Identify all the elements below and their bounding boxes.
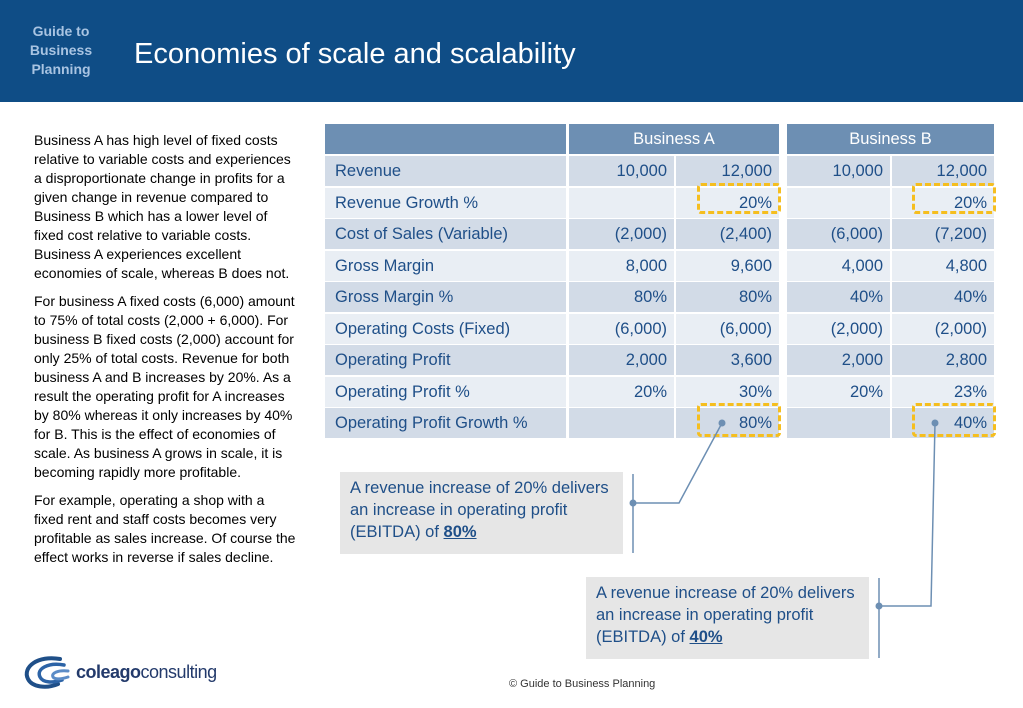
table-cell: 30%: [676, 377, 779, 407]
table-cell: [787, 188, 890, 218]
table-cell: 23%: [892, 377, 994, 407]
highlight-op-profit-growth-b: [912, 403, 996, 437]
logo-text-bold: coleago: [76, 662, 141, 682]
callout-business-a: A revenue increase of 20% delivers an in…: [340, 472, 623, 554]
table-cell: 2,000: [787, 345, 890, 375]
table-cell: 20%: [787, 377, 890, 407]
table-cell: 40%: [892, 282, 994, 312]
connector-line-b: [879, 422, 936, 607]
highlight-op-profit-growth-a: [697, 403, 781, 437]
table-cell: 12,000: [892, 156, 994, 186]
row-label: Cost of Sales (Variable): [325, 219, 566, 249]
connector-dot-b: [931, 419, 939, 427]
intro-text: Business A has high level of fixed costs…: [34, 131, 296, 576]
table-cell: 10,000: [569, 156, 674, 186]
row-label: Operating Profit Growth %: [325, 408, 566, 438]
table-cell: 8,000: [569, 251, 674, 281]
guide-label: Guide to Business Planning: [29, 23, 93, 77]
table-cell: 9,600: [676, 251, 779, 281]
row-label: Revenue Growth %: [325, 188, 566, 218]
callout-value: 80%: [443, 523, 477, 541]
connector-dot-b-end: [875, 602, 883, 610]
connector-line-a: [633, 422, 723, 504]
row-label: Operating Profit: [325, 345, 566, 375]
table-cell: (2,000): [569, 219, 674, 249]
table-cell: (6,000): [569, 314, 674, 344]
logo-swoosh-icon: [24, 656, 70, 689]
callout-text: A revenue increase of 20% delivers an in…: [350, 479, 609, 541]
coleago-logo: coleagoconsulting: [20, 653, 220, 693]
intro-paragraph: For example, operating a shop with a fix…: [34, 492, 296, 565]
highlight-revenue-growth-a: [697, 183, 781, 214]
intro-paragraph: For business A fixed costs (6,000) amoun…: [34, 293, 295, 480]
callout-value: 40%: [689, 628, 723, 646]
table-cell: 10,000: [787, 156, 890, 186]
intro-paragraph: Business A has high level of fixed costs…: [34, 132, 291, 281]
page-title: Economies of scale and scalability: [134, 38, 576, 70]
table-cell: [569, 188, 674, 218]
table-cell: (2,000): [892, 314, 994, 344]
table-cell: (2,400): [676, 219, 779, 249]
footer-copyright: © Guide to Business Planning: [509, 678, 656, 690]
table-cell: 80%: [676, 282, 779, 312]
table-cell: 40%: [787, 282, 890, 312]
table-cell: 3,600: [676, 345, 779, 375]
row-label: Operating Costs (Fixed): [325, 314, 566, 344]
table-cell: [569, 408, 674, 438]
table-cell: (6,000): [676, 314, 779, 344]
row-label: Gross Margin: [325, 251, 566, 281]
row-label: Revenue: [325, 156, 566, 186]
table-cell: 12,000: [676, 156, 779, 186]
table-cell: 4,000: [787, 251, 890, 281]
table-cell: 40%: [892, 408, 994, 438]
connector-dot-a: [718, 419, 726, 427]
table-cell: (7,200): [892, 219, 994, 249]
logo-text-normal: consulting: [140, 662, 218, 682]
table-cell: [787, 408, 890, 438]
callout-text: A revenue increase of 20% delivers an in…: [596, 584, 855, 646]
table-cell: 4,800: [892, 251, 994, 281]
table-cell: 20%: [569, 377, 674, 407]
table-cell: (2,000): [787, 314, 890, 344]
table-header-business-b: Business B: [787, 124, 994, 154]
table-cell: 80%: [676, 408, 779, 438]
table-cell: 2,000: [569, 345, 674, 375]
table-cell: 80%: [569, 282, 674, 312]
logo-text: coleagoconsulting: [76, 662, 217, 683]
table-header-blank: [325, 124, 566, 154]
table-header-business-a: Business A: [569, 124, 779, 154]
table-cell: (6,000): [787, 219, 890, 249]
header-bar: Guide to Business Planning Economies of …: [0, 0, 1023, 102]
row-label: Operating Profit %: [325, 377, 566, 407]
callout-business-b: A revenue increase of 20% delivers an in…: [586, 577, 869, 659]
highlight-revenue-growth-b: [912, 183, 996, 214]
connector-dot-a-end: [629, 499, 637, 507]
row-label: Gross Margin %: [325, 282, 566, 312]
table-cell: 2,800: [892, 345, 994, 375]
